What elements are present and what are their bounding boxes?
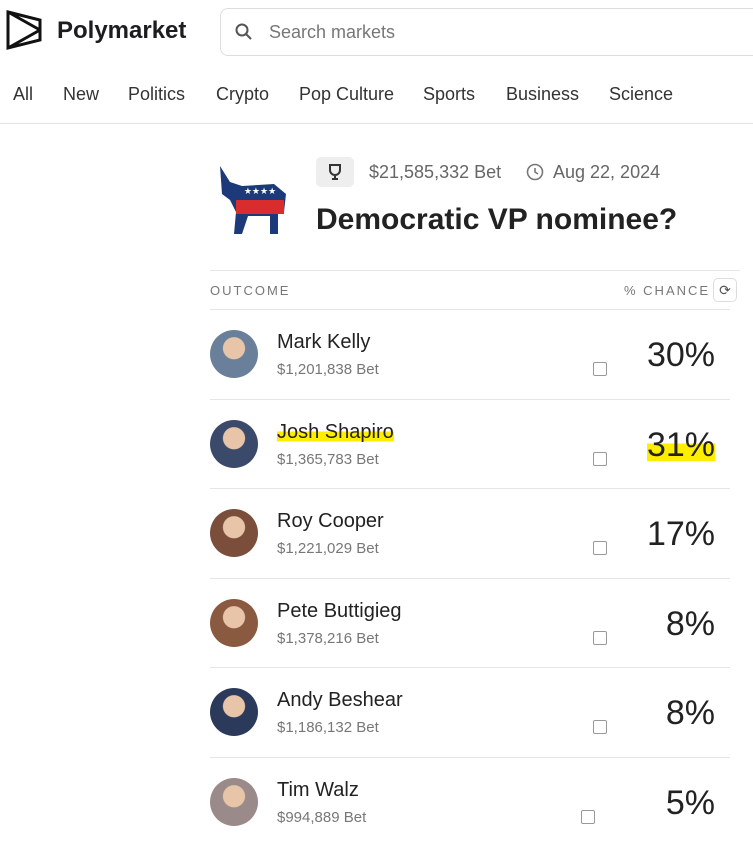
nav-item[interactable]: Crypto — [216, 84, 270, 104]
outcome-name: Roy Cooper — [277, 510, 384, 532]
avatar — [210, 688, 258, 736]
outcome-name: Mark Kelly — [277, 331, 371, 353]
avatar — [210, 509, 258, 557]
trophy-chip — [316, 157, 354, 187]
outcome-row[interactable]: Mark Kelly $1,201,838 Bet 30% — [210, 309, 730, 399]
avatar — [210, 419, 258, 468]
nav-item[interactable]: Pop Culture — [299, 84, 395, 104]
outcome-chance: 8% — [665, 694, 715, 732]
svg-text:★★★★: ★★★★ — [244, 186, 276, 196]
avatar — [210, 330, 258, 378]
nav-item[interactable]: Science — [609, 84, 674, 104]
nav-item[interactable]: New — [63, 84, 100, 104]
gift-icon[interactable] — [593, 362, 607, 376]
gift-icon[interactable] — [593, 451, 607, 466]
chance-header: % CHANCE — [624, 283, 711, 298]
outcome-row[interactable]: Andy Beshear $1,186,132 Bet 8% — [210, 667, 730, 757]
logo — [6, 10, 42, 50]
nav-item[interactable]: Sports — [423, 84, 476, 104]
gift-icon[interactable] — [593, 720, 607, 734]
end-date: Aug 22, 2024 — [553, 162, 661, 182]
outcome-row[interactable]: Roy Cooper $1,221,029 Bet 17% — [210, 488, 730, 578]
outcome-chance: 5% — [665, 783, 715, 822]
outcome-chance: 30% — [646, 336, 715, 374]
nav-item[interactable]: Politics — [128, 84, 186, 104]
outcome-name: Tim Walz — [277, 778, 359, 801]
brand[interactable]: Polymarket — [57, 17, 187, 44]
outcome-chance: 8% — [665, 604, 715, 643]
page: Polymarket Search markets All New Politics… — [0, 8, 753, 826]
nav-item[interactable]: All — [13, 84, 34, 104]
avatar — [210, 598, 258, 647]
outcome-bet: $1,365,783 Bet — [277, 450, 379, 468]
outcome-name: Josh Shapiro — [277, 420, 394, 444]
outcome-row[interactable]: Josh Shapiro $1,365,783 Bet 31% — [210, 398, 730, 489]
avatar — [210, 777, 258, 826]
search-placeholder: Search markets — [269, 22, 396, 42]
outcome-header: OUTCOME — [210, 283, 291, 298]
outcome-bet: $1,378,216 Bet — [277, 629, 379, 647]
outcome-bet: $1,221,029 Bet — [277, 540, 379, 557]
outcome-bet: $1,201,838 Bet — [277, 361, 379, 378]
nav-item[interactable]: Business — [506, 84, 580, 104]
market-volume: $21,585,332 Bet — [369, 162, 502, 182]
outcome-bet: $994,889 Bet — [277, 808, 367, 826]
divider — [210, 270, 740, 271]
outcome-row[interactable]: Pete Buttigieg $1,378,216 Bet 8% — [210, 577, 730, 668]
outcome-row[interactable]: Tim Walz $994,889 Bet 5% — [210, 756, 730, 847]
outcome-chance: 31% — [646, 425, 715, 465]
gift-icon[interactable] — [581, 809, 595, 824]
trophy-icon — [329, 164, 341, 180]
divider — [0, 123, 753, 124]
refresh-button[interactable]: ⟳ — [713, 278, 737, 302]
clock-icon — [526, 163, 544, 181]
market-title: Democratic VP nominee? — [316, 203, 678, 236]
search-icon — [235, 23, 252, 40]
market-icon: ★★★★ — [212, 160, 292, 240]
outcome-name: Andy Beshear — [277, 689, 403, 711]
outcome-chance: 17% — [646, 515, 715, 553]
outcome-bet: $1,186,132 Bet — [277, 719, 379, 736]
outcome-name: Pete Buttigieg — [277, 599, 402, 622]
search-box[interactable]: Search markets — [220, 8, 753, 56]
gift-icon[interactable] — [593, 630, 607, 645]
gift-icon[interactable] — [593, 541, 607, 555]
